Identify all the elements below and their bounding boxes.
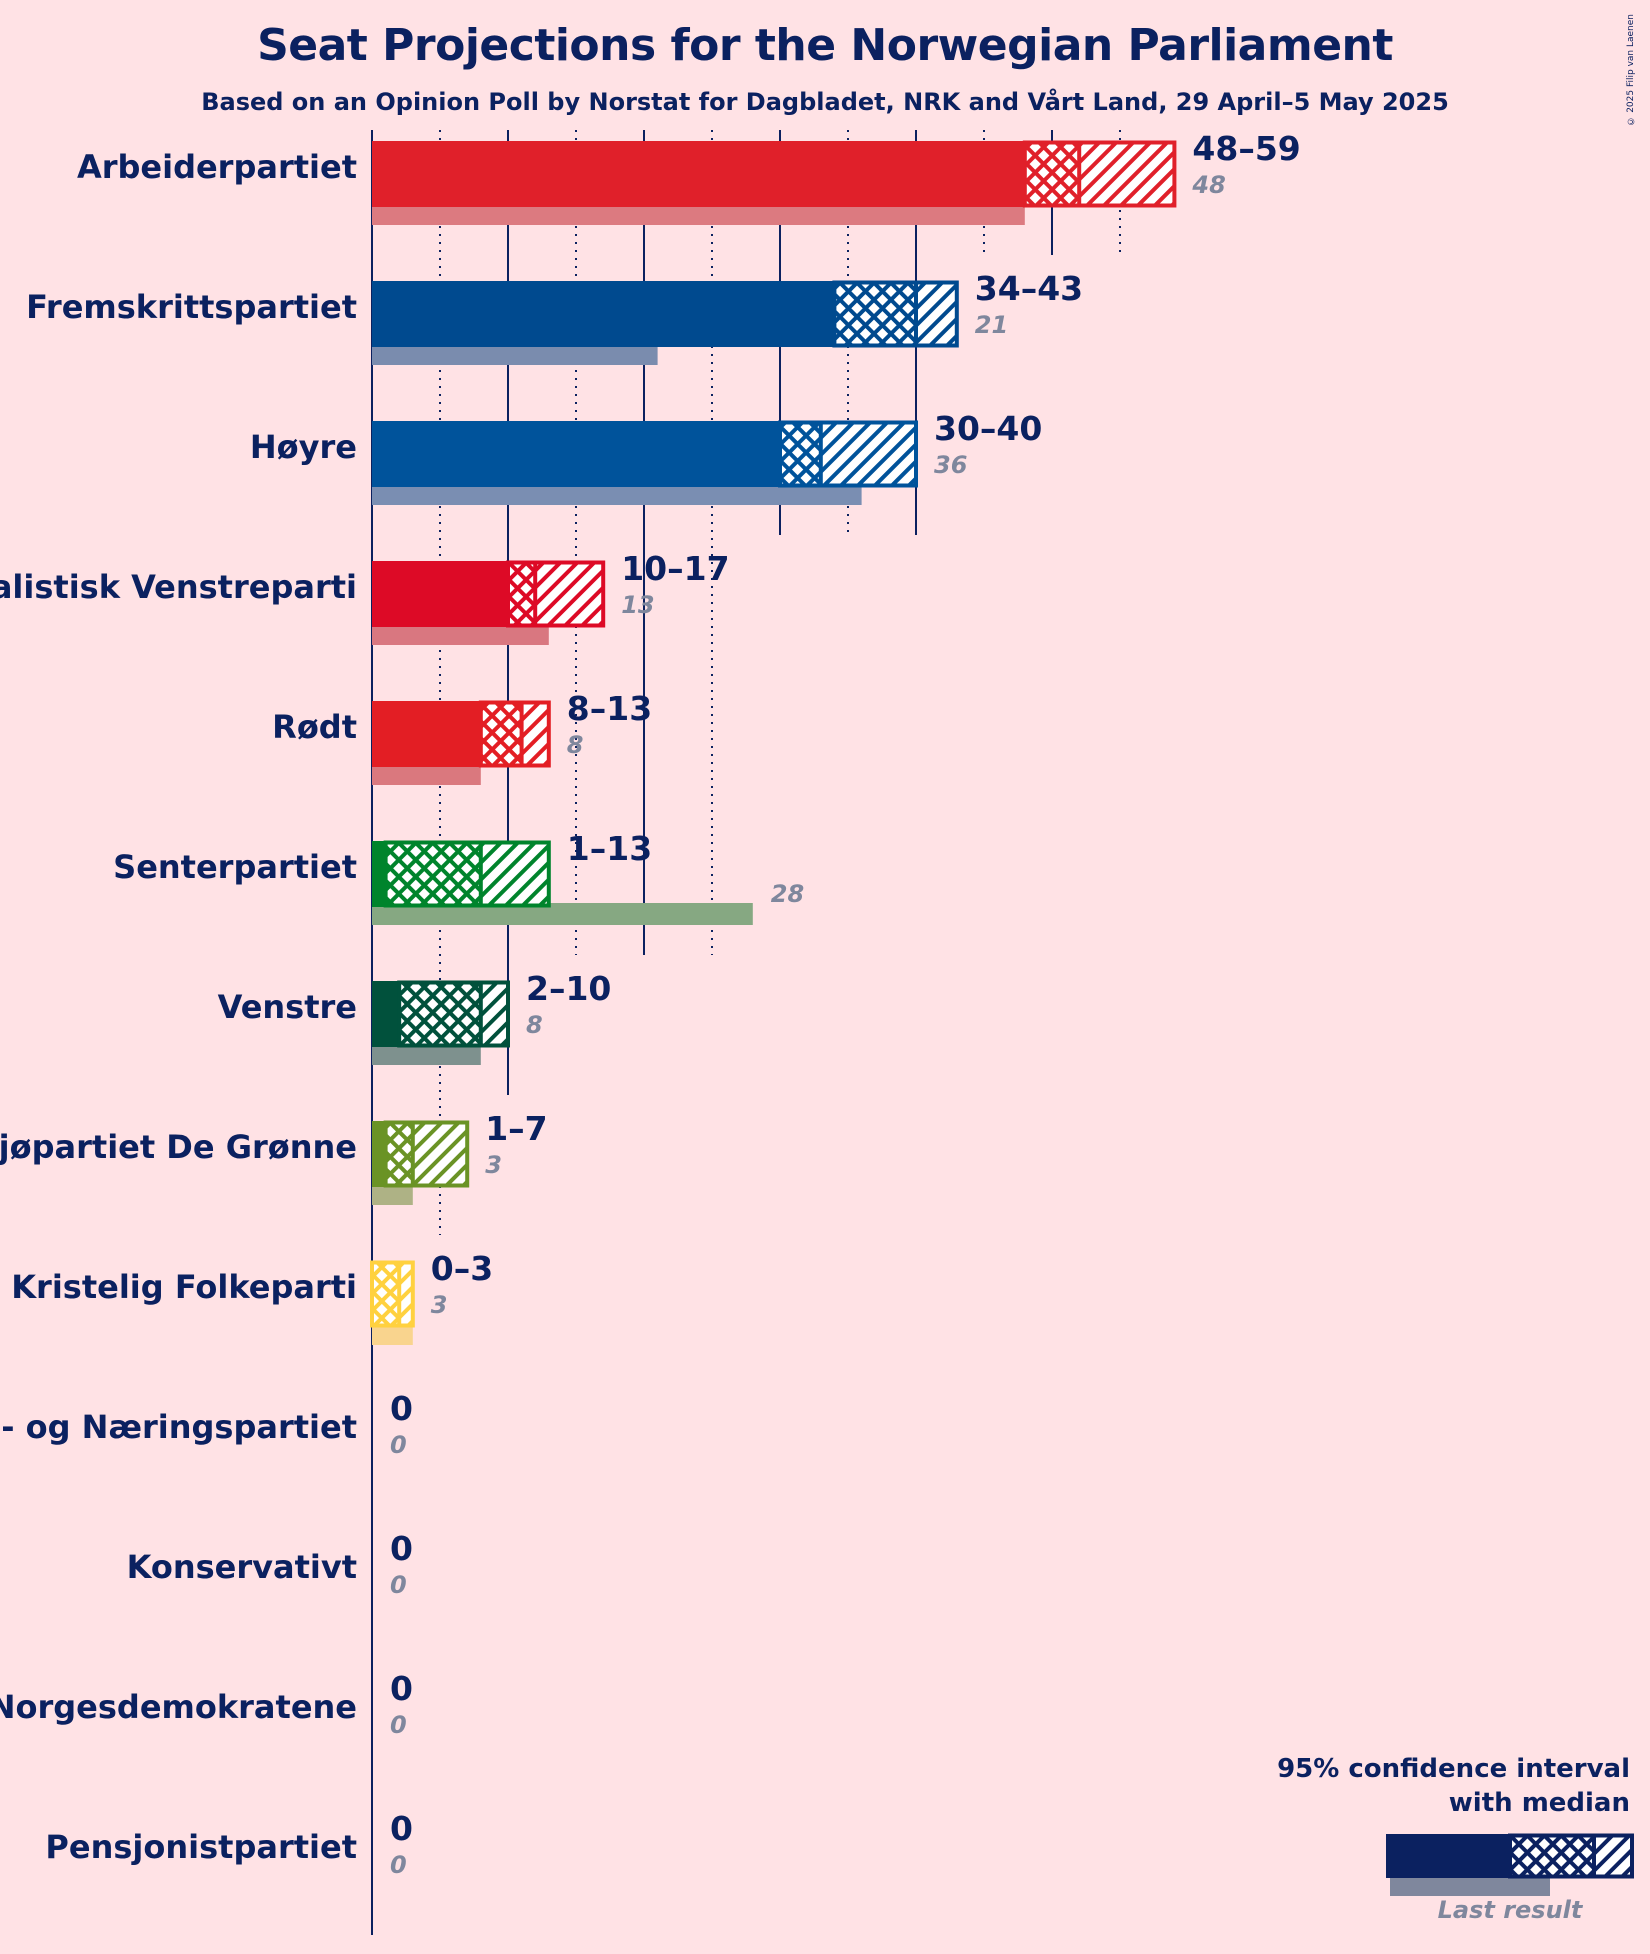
ci-upper-half-venstre <box>480 981 508 1047</box>
ci-lower-half-miljøpartiet-de-grønne <box>385 1121 413 1187</box>
range-label-pensjonistpartiet: 0 <box>390 1809 413 1848</box>
ci-solid-høyre <box>372 421 780 487</box>
party-label-rødt: Rødt <box>272 708 357 746</box>
party-label-pensjonistpartiet: Pensjonistpartiet <box>45 1828 357 1866</box>
legend-crosshatch-swatch <box>1510 1834 1594 1878</box>
ci-outline-fremskrittspartiet <box>832 280 959 348</box>
ci-outline-rødt <box>478 700 551 768</box>
ci-solid-rødt <box>372 701 481 767</box>
range-label-kristelig-folkeparti: 0–3 <box>431 1249 493 1288</box>
ci-lower-half-høyre <box>780 421 821 487</box>
range-label-venstre: 2–10 <box>526 969 611 1008</box>
ci-outline-sosialistisk-venstreparti <box>506 560 606 628</box>
party-label-industri-og-næringspartiet: Industri- og Næringspartiet <box>0 1408 357 1446</box>
party-label-sosialistisk-venstreparti: Sosialistisk Venstreparti <box>0 568 357 606</box>
last-result-label-industri-og-næringspartiet: 0 <box>390 1431 407 1459</box>
last-result-bar-rødt <box>372 763 481 785</box>
range-label-høyre: 30–40 <box>934 409 1042 448</box>
ci-solid-senterpartiet <box>372 841 386 907</box>
ci-solid-fremskrittspartiet <box>372 281 835 347</box>
range-label-miljøpartiet-de-grønne: 1–7 <box>485 1109 547 1148</box>
legend-ci-label: 95% confidence interval <box>1277 1754 1630 1784</box>
range-label-arbeiderpartiet: 48–59 <box>1192 129 1300 168</box>
legend-last-result-swatch <box>1390 1874 1550 1896</box>
last-result-bar-arbeiderpartiet <box>372 203 1025 225</box>
last-result-label-pensjonistpartiet: 0 <box>390 1851 407 1879</box>
party-label-kristelig-folkeparti: Kristelig Folkeparti <box>11 1268 357 1306</box>
ci-upper-half-høyre <box>820 421 916 487</box>
ci-solid-sosialistisk-venstreparti <box>372 561 508 627</box>
last-result-label-norgesdemokratene: 0 <box>390 1711 407 1739</box>
ci-upper-half-kristelig-folkeparti <box>399 1261 413 1327</box>
ci-upper-half-sosialistisk-venstreparti <box>535 561 604 627</box>
range-label-norgesdemokratene: 0 <box>390 1669 413 1708</box>
party-label-fremskrittspartiet: Fremskrittspartiet <box>26 288 357 326</box>
legend-title: 95% confidence interval with median <box>1270 1752 1630 1820</box>
range-label-industri-og-næringspartiet: 0 <box>390 1389 413 1428</box>
legend-ci-outline <box>1508 1833 1634 1879</box>
last-result-label-sosialistisk-venstreparti: 13 <box>621 591 654 619</box>
ci-lower-half-fremskrittspartiet <box>834 281 916 347</box>
ci-upper-half-rødt <box>521 701 549 767</box>
ci-upper-half-miljøpartiet-de-grønne <box>412 1121 468 1187</box>
ci-outline-kristelig-folkeparti <box>370 1260 415 1328</box>
party-label-miljøpartiet-de-grønne: Miljøpartiet De Grønne <box>0 1128 357 1166</box>
last-result-bar-høyre <box>372 483 862 505</box>
ci-outline-miljøpartiet-de-grønne <box>383 1120 470 1188</box>
range-label-konservativt: 0 <box>390 1529 413 1568</box>
ci-outline-arbeiderpartiet <box>1022 140 1177 208</box>
last-result-label-arbeiderpartiet: 48 <box>1191 171 1225 199</box>
party-label-venstre: Venstre <box>218 988 357 1026</box>
ci-lower-half-senterpartiet <box>385 841 481 907</box>
last-result-bar-fremskrittspartiet <box>372 343 658 365</box>
ci-lower-half-venstre <box>399 981 481 1047</box>
range-label-senterpartiet: 1–13 <box>567 829 652 868</box>
legend-solid-swatch <box>1386 1834 1510 1878</box>
range-label-rødt: 8–13 <box>567 689 652 728</box>
last-result-label-konservativt: 0 <box>390 1571 407 1599</box>
bar-series <box>370 140 1177 1345</box>
ci-lower-half-rødt <box>480 701 522 767</box>
last-result-label-høyre: 36 <box>934 451 967 479</box>
party-label-arbeiderpartiet: Arbeiderpartiet <box>77 148 357 186</box>
chart-subtitle: Based on an Opinion Poll by Norstat for … <box>201 88 1449 116</box>
ci-outline-senterpartiet <box>383 840 551 908</box>
ci-lower-half-arbeiderpartiet <box>1024 141 1080 207</box>
last-result-label-kristelig-folkeparti: 3 <box>431 1291 448 1319</box>
last-result-bar-venstre <box>372 1043 481 1065</box>
ci-outline-høyre <box>778 420 918 488</box>
party-label-norgesdemokratene: Norgesdemokratene <box>0 1688 357 1726</box>
last-result-bar-kristelig-folkeparti <box>372 1323 413 1345</box>
last-result-bar-miljøpartiet-de-grønne <box>372 1183 413 1205</box>
ci-upper-half-fremskrittspartiet <box>916 281 957 347</box>
party-label-senterpartiet: Senterpartiet <box>113 848 357 886</box>
legend-last-result-label: Last result <box>1437 1896 1583 1924</box>
ci-outline-venstre <box>397 980 511 1048</box>
ci-solid-miljøpartiet-de-grønne <box>372 1121 386 1187</box>
ci-solid-venstre <box>372 981 400 1047</box>
legend-hatch-swatch <box>1594 1834 1632 1878</box>
last-result-bar-sosialistisk-venstreparti <box>372 623 549 645</box>
last-result-label-fremskrittspartiet: 21 <box>975 311 1008 339</box>
legend-median-label: with median <box>1448 1788 1630 1818</box>
party-label-konservativt: Konservativt <box>127 1548 357 1586</box>
range-label-sosialistisk-venstreparti: 10–17 <box>621 549 729 588</box>
ci-solid-arbeiderpartiet <box>372 141 1025 207</box>
range-label-fremskrittspartiet: 34–43 <box>975 269 1083 308</box>
ci-lower-half-sosialistisk-venstreparti <box>508 561 536 627</box>
last-result-label-rødt: 8 <box>567 731 584 759</box>
last-result-label-miljøpartiet-de-grønne: 3 <box>485 1151 502 1179</box>
ci-lower-half-kristelig-folkeparti <box>372 1261 400 1327</box>
last-result-label-venstre: 8 <box>526 1011 543 1039</box>
last-result-bar-senterpartiet <box>372 903 753 925</box>
ci-upper-half-arbeiderpartiet <box>1079 141 1175 207</box>
labels: Arbeiderpartiet 48–59 48 Fremskrittspartiet… <box>0 129 1301 1879</box>
party-label-høyre: Høyre <box>250 428 357 466</box>
legend-graphic <box>1386 1833 1634 1896</box>
last-result-label-senterpartiet: 28 <box>771 880 804 908</box>
chart-title: Seat Projections for the Norwegian Parli… <box>257 20 1393 71</box>
ci-upper-half-senterpartiet <box>480 841 549 907</box>
